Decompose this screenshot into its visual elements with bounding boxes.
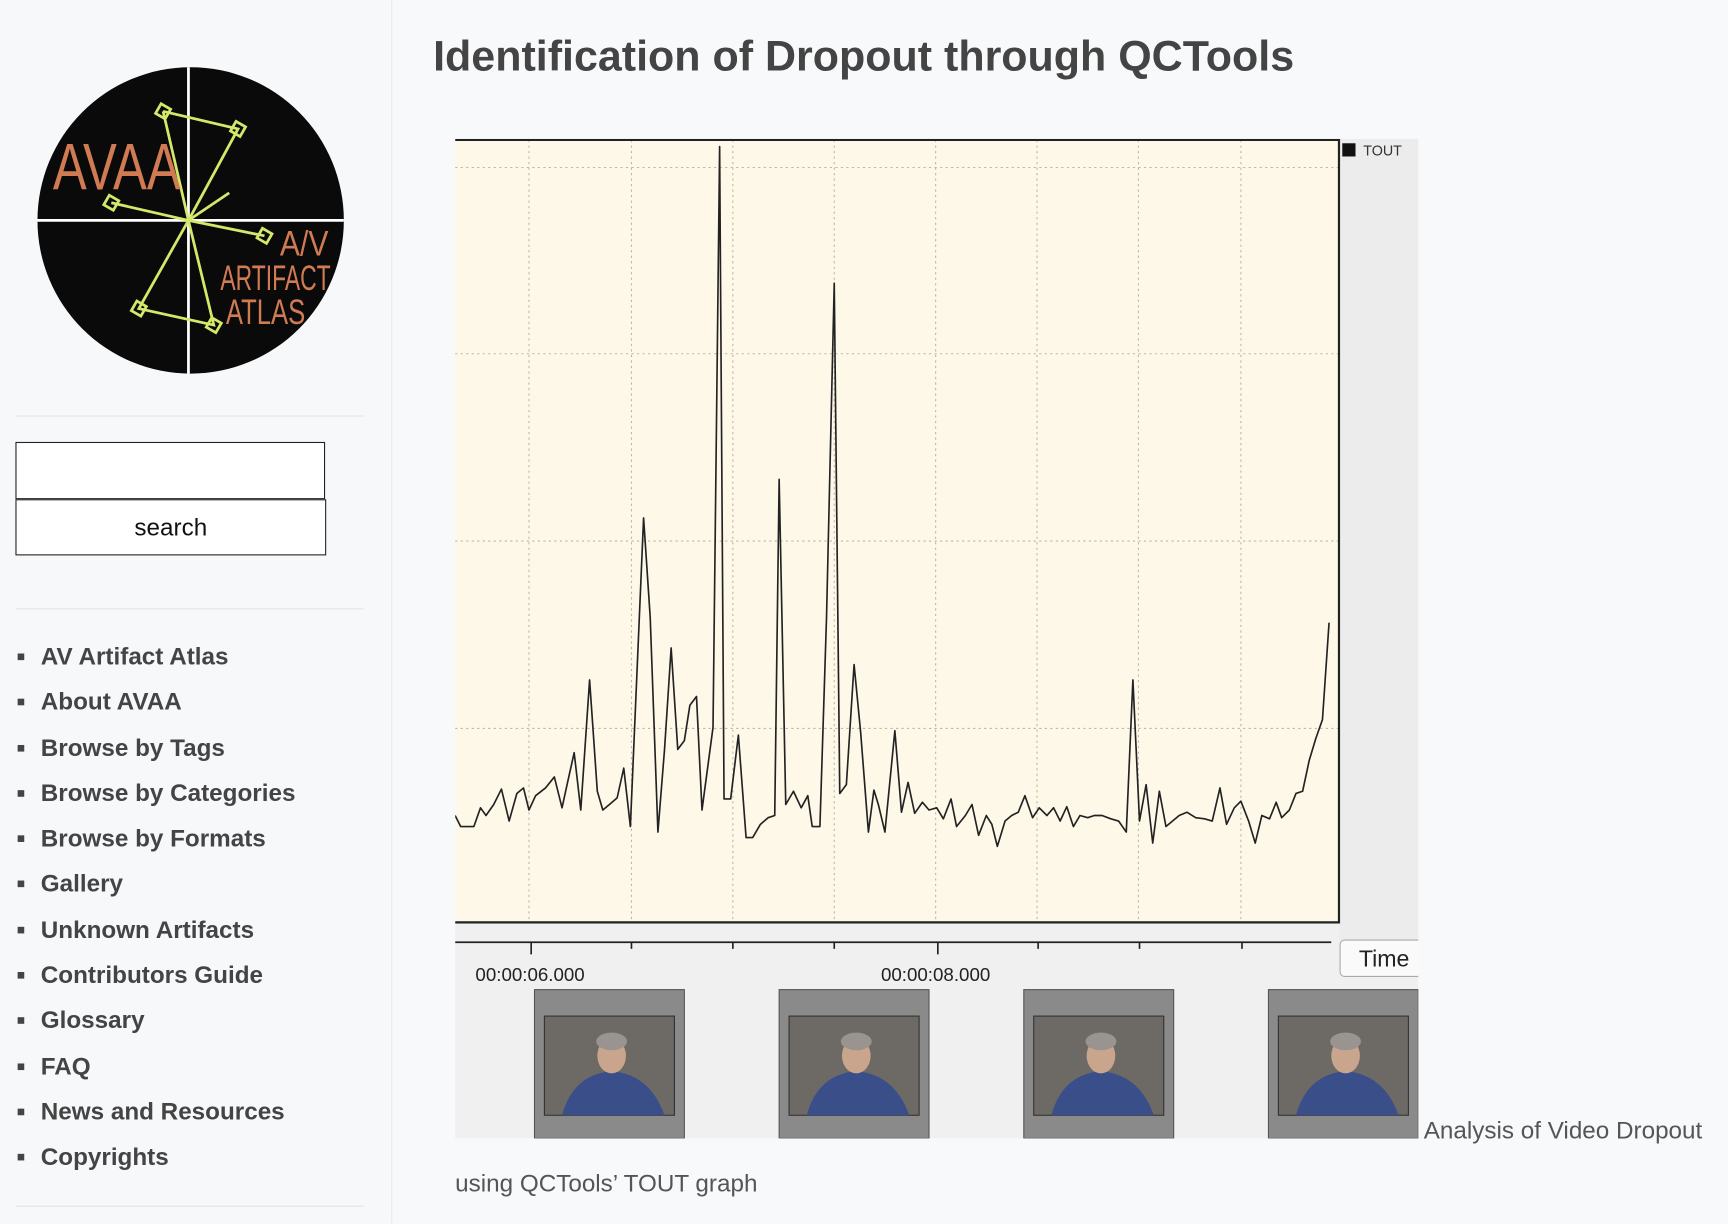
- content: TOUT 00:00:06.000 00:00:08.000 Time Anal…: [455, 138, 1706, 1210]
- nav-link[interactable]: FAQ: [0, 1043, 295, 1089]
- logo-title: AVAA: [53, 131, 181, 205]
- sidebar: AVAA A/V ARTIFACT ATLAS search AV Artifa…: [0, 0, 393, 1224]
- nav-link[interactable]: Browse by Formats: [0, 816, 295, 862]
- figure-caption: Analysis of Video Dropout using QCTools’…: [455, 1116, 1703, 1197]
- divider: [15, 415, 364, 417]
- nav-link[interactable]: Browse by Tags: [0, 725, 295, 771]
- thumbnail-hair: [840, 1032, 872, 1051]
- nav-link[interactable]: Contributors Guide: [0, 952, 295, 998]
- time-label: 00:00:08.000: [881, 964, 990, 985]
- thumbnail-hair: [1330, 1032, 1362, 1051]
- qctools-graph: TOUT 00:00:06.000 00:00:08.000 Time: [455, 138, 1419, 1139]
- thumbnail-hair: [596, 1032, 628, 1051]
- thumbnail-figure: [1295, 1071, 1399, 1116]
- nav-link[interactable]: Browse by Categories: [0, 770, 295, 816]
- time-label: 00:00:06.000: [475, 964, 584, 985]
- nav-link[interactable]: About AVAA: [0, 679, 295, 725]
- nav-link[interactable]: Unknown Artifacts: [0, 907, 295, 953]
- divider: [15, 608, 364, 610]
- divider: [15, 1205, 364, 1207]
- nav-link[interactable]: Copyrights: [0, 1134, 295, 1180]
- nav-link[interactable]: AV Artifact Atlas: [0, 634, 295, 680]
- nav-list: AV Artifact Atlas About AVAA Browse by Tag…: [0, 634, 295, 1180]
- legend-label: TOUT: [1363, 143, 1402, 159]
- search-button[interactable]: search: [15, 499, 327, 556]
- logo-line: ARTIFACT: [220, 259, 330, 298]
- page-title: Identification of Dropout through QCTool…: [433, 33, 1295, 81]
- logo-line: A/V: [280, 225, 329, 264]
- logo-line: ATLAS: [226, 293, 305, 332]
- logo[interactable]: AVAA A/V ARTIFACT ATLAS: [0, 0, 391, 397]
- thumbnail-hair: [1085, 1032, 1117, 1051]
- thumbnail-figure: [806, 1071, 910, 1116]
- thumbnail-figure: [562, 1071, 665, 1116]
- search-input[interactable]: [15, 441, 326, 500]
- nav-link[interactable]: Gallery: [0, 861, 295, 907]
- time-button: Time: [1359, 945, 1410, 971]
- nav-link[interactable]: News and Resources: [0, 1089, 295, 1135]
- thumbnail-figure: [1051, 1071, 1154, 1116]
- nav-link[interactable]: Glossary: [0, 998, 295, 1044]
